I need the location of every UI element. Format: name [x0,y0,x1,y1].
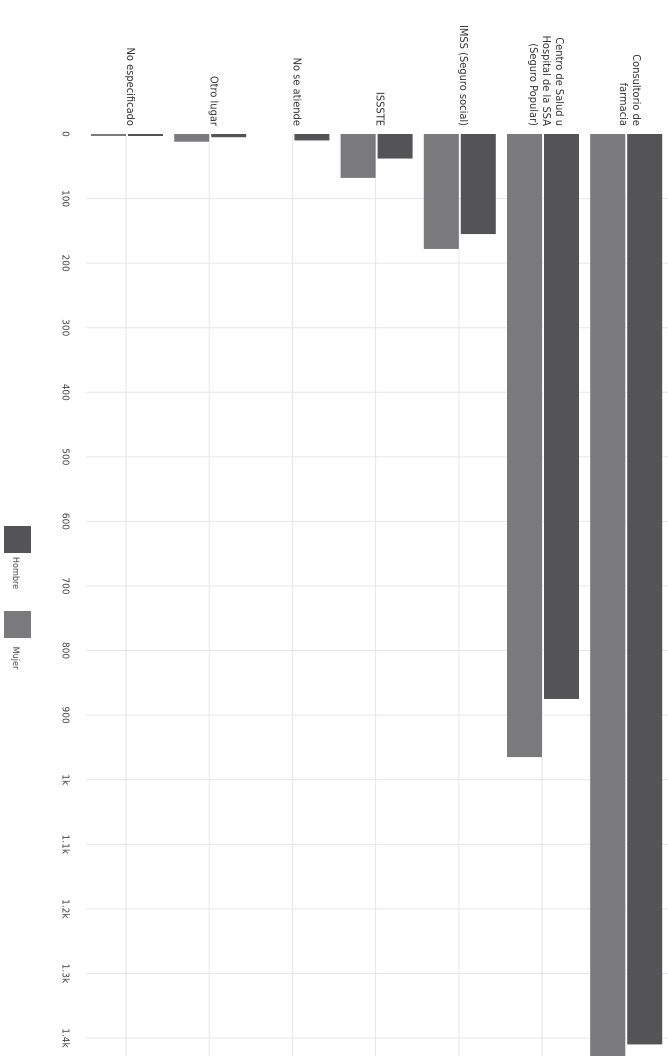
tick-label: 0 [60,131,71,137]
legend-swatch-hombre [4,526,31,553]
tick-label: 100 [60,190,71,207]
tick-label: 1.4k [60,1028,71,1048]
legend-swatch-mujer [4,611,31,638]
tick-label: 800 [60,642,71,659]
value-axis: 0 100 200 300 400 500 600 700 800 900 1k 1.1k 1.2k 1.… [60,131,71,1048]
legend: Hombre Mujer [4,526,31,670]
category-label: Otro lugar [207,76,220,127]
category-axis: No especificado Otro lugar No se atiende IS… [124,25,643,127]
legend-label-mujer: Mujer [10,647,20,670]
legend-label-hombre: Hombre [10,557,20,589]
bar-mujer [507,134,542,758]
bar-hombre [211,134,247,138]
tick-label: 600 [60,513,71,530]
bar-mujer [340,134,376,178]
category-label: Centro de Salud u [553,37,566,126]
bar-hombre [128,134,163,136]
bar-mujer [423,134,459,249]
bar-mujer [590,134,626,1056]
tick-label: 300 [60,319,71,336]
bars [91,134,663,1056]
gridlines [86,134,668,1056]
bar-mujer [91,134,126,136]
tick-label: 1.2k [60,899,71,919]
category-label: No se atiende [291,58,304,126]
category-label: ISSSTE [374,92,387,126]
bar-hombre [544,134,579,699]
tick-label: 700 [60,577,71,594]
bar-hombre [377,134,413,159]
tick-label: 900 [60,707,71,724]
bar-hombre [294,134,330,141]
bar-hombre [460,134,496,235]
tick-label: 500 [60,448,71,465]
bar-hombre [627,134,663,1045]
category-label: IMSS (Seguro social) [457,25,470,126]
tick-label: 1k [60,774,71,786]
tick-label: 400 [60,384,71,401]
category-label: Hospital de la SSA [540,35,553,126]
tick-label: 1.1k [60,835,71,855]
category-label: (Seguro Popular) [527,43,540,126]
tick-label: 1.3k [60,964,71,984]
category-label: farmacia [617,83,630,126]
tick-label: 200 [60,255,71,272]
category-label: No especificado [124,48,137,127]
category-label: Consultorio de [630,54,643,126]
bar-mujer [174,134,210,142]
